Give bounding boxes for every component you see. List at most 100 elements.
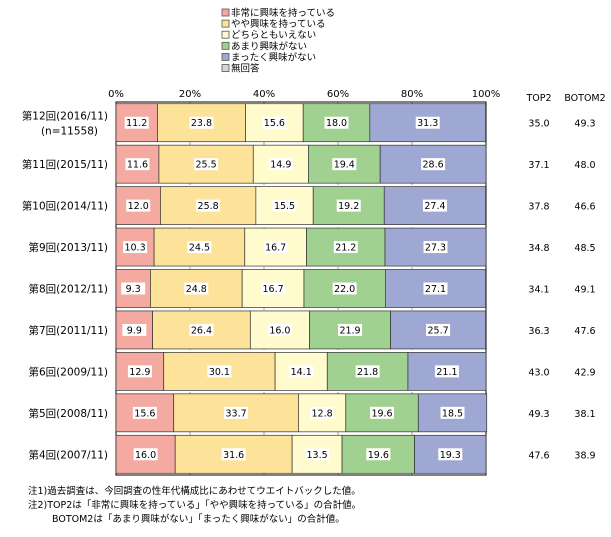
data-label-r8-s3: 19.6 — [368, 450, 389, 461]
top2-value-6: 43.0 — [528, 367, 549, 378]
data-label-bg-r6-s4 — [434, 365, 459, 378]
bottom2-value-0: 49.3 — [574, 119, 595, 130]
data-label-bg-r8-s4 — [438, 448, 463, 461]
data-label-bg-r1-s2 — [268, 158, 293, 171]
x-tick-label-0: 0% — [108, 89, 124, 100]
data-label-bg-r1-s4 — [421, 158, 446, 171]
data-label-bg-r3-s4 — [423, 241, 448, 254]
data-label-bg-r1-s3 — [332, 158, 357, 171]
category-note: (n=11558) — [41, 126, 98, 138]
legend-swatch-0 — [221, 8, 230, 17]
data-label-r0-s2: 15.6 — [264, 118, 285, 129]
top2-value-2: 37.8 — [528, 202, 549, 213]
category-label-6: 第6回(2009/11) — [29, 365, 109, 378]
data-label-bg-r1-s1 — [194, 158, 219, 171]
legend-label-1: やや興味を持っている — [231, 18, 326, 30]
category-label-8: 第4回(2007/11) — [29, 448, 109, 461]
legend-label-0: 非常に興味を持っている — [231, 7, 335, 19]
data-label-r6-s1: 30.1 — [209, 367, 230, 378]
footnote-1: 注1)過去調査は、今回調査の性年代構成比にあわせてウエイトバックした値。 — [28, 486, 361, 497]
top2-value-4: 34.1 — [528, 285, 549, 296]
data-label-r7-s0: 15.6 — [134, 408, 155, 419]
data-label-r4-s2: 16.7 — [262, 284, 283, 295]
data-label-r0-s0: 11.2 — [126, 118, 147, 129]
legend-label-3: あまり興味がない — [231, 40, 307, 52]
bar-segment-r1-s2 — [252, 144, 309, 184]
data-label-r7-s4: 18.5 — [442, 408, 463, 419]
top2-value-7: 49.3 — [528, 409, 549, 420]
data-label-r0-s3: 18.0 — [326, 118, 347, 129]
x-tick-label-4: 80% — [401, 89, 423, 100]
data-label-bg-r5-s1 — [189, 323, 214, 336]
data-label-bg-r5-s0 — [122, 323, 147, 336]
data-label-bg-r4-s3 — [332, 282, 357, 295]
data-label-bg-r2-s4 — [422, 199, 447, 212]
data-label-bg-r7-s2 — [310, 406, 335, 419]
data-label-r6-s0: 12.9 — [129, 367, 150, 378]
data-label-r1-s1: 25.5 — [196, 160, 217, 171]
data-label-r5-s1: 26.4 — [191, 325, 212, 336]
data-label-bg-r3-s3 — [333, 241, 358, 254]
data-label-bg-r7-s3 — [370, 406, 395, 419]
bar-segment-r5-s3 — [309, 310, 391, 350]
data-label-bg-r6-s2 — [289, 365, 314, 378]
bottom2-value-8: 38.9 — [574, 450, 595, 461]
category-label-2: 第10回(2014/11) — [22, 200, 108, 213]
data-label-r3-s0: 10.3 — [124, 243, 145, 254]
data-label-bg-r6-s3 — [355, 365, 380, 378]
data-label-bg-r3-s2 — [263, 241, 288, 254]
legend-swatch-5 — [221, 64, 230, 72]
data-label-r4-s4: 27.1 — [425, 284, 446, 295]
category-label-7: 第5回(2008/11) — [29, 407, 109, 420]
data-label-bg-r7-s0 — [132, 406, 157, 419]
data-label-r4-s1: 24.8 — [186, 284, 207, 295]
data-label-r7-s1: 33.7 — [225, 408, 246, 419]
category-label-5: 第7回(2011/11) — [29, 324, 109, 337]
data-label-bg-r0-s3 — [324, 116, 349, 129]
data-label-r6-s4: 21.1 — [436, 367, 457, 378]
data-label-bg-r4-s1 — [184, 282, 209, 295]
data-label-r1-s4: 28.6 — [423, 160, 444, 171]
data-label-bg-r2-s3 — [336, 199, 361, 212]
data-label-r5-s2: 16.0 — [269, 325, 290, 336]
category-label-4: 第8回(2012/11) — [29, 283, 109, 296]
data-label-bg-r4-s2 — [261, 282, 286, 295]
legend-swatch-2 — [221, 30, 230, 39]
data-label-r4-s3: 22.0 — [334, 284, 355, 295]
bar-segment-r6-s1 — [163, 352, 276, 391]
data-label-bg-r2-s2 — [272, 199, 297, 212]
data-label-bg-r0-s2 — [262, 116, 287, 129]
data-label-r7-s3: 19.6 — [371, 408, 392, 419]
data-label-r2-s0: 12.0 — [128, 201, 149, 212]
data-label-bg-r5-s2 — [267, 323, 292, 336]
data-label-bg-r5-s3 — [338, 323, 363, 336]
data-label-r2-s3: 19.2 — [338, 201, 359, 212]
bottom2-value-2: 46.6 — [574, 202, 595, 213]
data-label-r2-s2: 15.5 — [274, 201, 295, 212]
data-label-bg-r0-s0 — [124, 116, 149, 129]
data-label-r6-s3: 21.8 — [357, 367, 378, 378]
data-label-bg-r3-s0 — [123, 241, 148, 254]
top2-value-3: 34.8 — [528, 243, 549, 254]
data-label-r5-s0: 9.9 — [127, 325, 142, 336]
legend-label-4: まったく興味がない — [231, 51, 316, 63]
bottom2-value-4: 49.1 — [574, 285, 595, 296]
bar-segment-r3-s4 — [384, 227, 487, 267]
bottom2-value-6: 42.9 — [574, 367, 595, 378]
data-label-r2-s4: 27.4 — [424, 201, 445, 212]
data-label-bg-r2-s0 — [126, 199, 151, 212]
data-label-bg-r8-s2 — [305, 448, 330, 461]
data-label-r8-s4: 19.3 — [440, 450, 461, 461]
data-label-r1-s2: 14.9 — [270, 160, 291, 171]
top2-header: TOP2 — [525, 93, 551, 104]
data-label-r7-s2: 12.8 — [312, 408, 333, 419]
data-label-bg-r7-s4 — [440, 406, 465, 419]
footnote-3: BOTOM2は「あまり興味がない」「まったく興味がない」の合計値。 — [52, 514, 345, 525]
data-label-r8-s1: 31.6 — [223, 450, 244, 461]
top2-value-5: 36.3 — [528, 326, 549, 337]
data-label-r4-s0: 9.3 — [126, 284, 141, 295]
data-label-r6-s2: 14.1 — [291, 367, 312, 378]
legend-swatch-4 — [221, 53, 230, 61]
data-label-r5-s4: 25.7 — [428, 325, 449, 336]
